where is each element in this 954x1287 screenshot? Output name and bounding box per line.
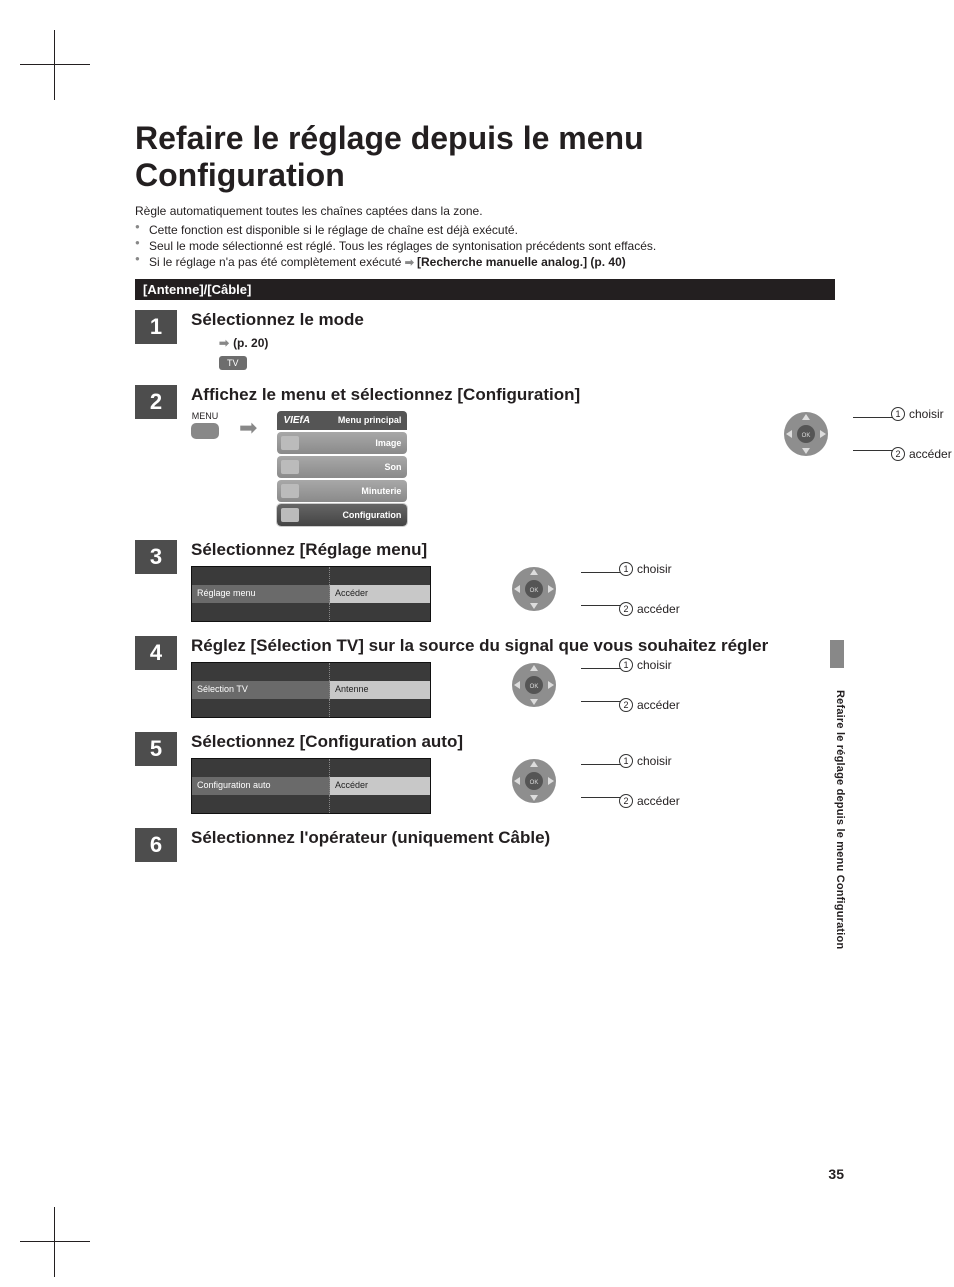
dpad-step4: OK 1choisir 2accéder [511, 662, 563, 708]
osd-main-menu: VIEfA Menu principal Image Son Minuterie… [277, 411, 407, 526]
menu-button-icon: MENU [191, 411, 219, 439]
crop-mark-top-left [20, 30, 90, 100]
step-1-ref: (p. 20) [219, 336, 835, 350]
step-3: 3 Sélectionnez [Réglage menu] Réglage me… [135, 540, 835, 622]
svg-text:OK: OK [802, 433, 811, 439]
step-2-title: Affichez le menu et sélectionnez [Config… [191, 385, 835, 405]
bullet-3-ref: [Recherche manuelle analog.] (p. 40) [405, 255, 626, 269]
dpad-icon: OK [783, 411, 829, 457]
page-content: Refaire le réglage depuis le menu Config… [135, 120, 835, 876]
step-4-title: Réglez [Sélection TV] sur la source du s… [191, 636, 835, 656]
step-5: 5 Sélectionnez [Configuration auto] Conf… [135, 732, 835, 814]
page-number: 35 [828, 1166, 844, 1182]
svg-text:OK: OK [530, 684, 539, 690]
osd-header: VIEfA Menu principal [277, 411, 407, 430]
step-2: 2 Affichez le menu et sélectionnez [Conf… [135, 385, 835, 526]
intro-text: Règle automatiquement toutes les chaînes… [135, 204, 835, 218]
step-num-1: 1 [135, 310, 177, 344]
step-num-2: 2 [135, 385, 177, 419]
bullet-3: Si le réglage n'a pas été complètement e… [135, 254, 835, 271]
step-3-title: Sélectionnez [Réglage menu] [191, 540, 835, 560]
bullet-1: Cette fonction est disponible si le régl… [135, 222, 835, 238]
step-num-5: 5 [135, 732, 177, 766]
tv-badge: TV [219, 356, 247, 370]
bullet-2: Seul le mode sélectionné est réglé. Tous… [135, 238, 835, 254]
dpad-step5: OK 1choisir 2accéder [511, 758, 563, 804]
osd-item-image: Image [277, 432, 407, 454]
mini-menu-selection-tv: Sélection TV Antenne [191, 662, 431, 718]
mini-menu-config-auto: Configuration auto Accéder [191, 758, 431, 814]
osd-item-configuration: Configuration [277, 504, 407, 526]
page-title: Refaire le réglage depuis le menu Config… [135, 120, 835, 194]
step-num-3: 3 [135, 540, 177, 574]
dpad-icon: OK [511, 662, 557, 708]
osd-item-minuterie: Minuterie [277, 480, 407, 502]
svg-text:OK: OK [530, 780, 539, 786]
intro-bullets: Cette fonction est disponible si le régl… [135, 222, 835, 271]
step-1: 1 Sélectionnez le mode (p. 20) TV [135, 310, 835, 371]
section-bar: [Antenne]/[Câble] [135, 279, 835, 300]
mini-menu-reglage: Réglage menu Accéder [191, 566, 431, 622]
step-num-6: 6 [135, 828, 177, 862]
dpad-step2: OK 1choisir 2accéder [783, 411, 835, 457]
osd-item-son: Son [277, 456, 407, 478]
dpad-icon: OK [511, 566, 557, 612]
svg-text:OK: OK [530, 588, 539, 594]
dpad-step3: OK 1choisir 2accéder [511, 566, 563, 612]
step-1-title: Sélectionnez le mode [191, 310, 835, 330]
dpad-icon: OK [511, 758, 557, 804]
step-6: 6 Sélectionnez l'opérateur (uniquement C… [135, 828, 835, 862]
step-6-title: Sélectionnez l'opérateur (uniquement Câb… [191, 828, 835, 848]
arrow-icon: ➡ [239, 411, 257, 445]
step-4: 4 Réglez [Sélection TV] sur la source du… [135, 636, 835, 718]
crop-mark-bottom-left [20, 1207, 90, 1277]
side-tab [830, 640, 844, 668]
side-running-title: Refaire le réglage depuis le menu Config… [834, 690, 846, 949]
step-num-4: 4 [135, 636, 177, 670]
step-5-title: Sélectionnez [Configuration auto] [191, 732, 835, 752]
